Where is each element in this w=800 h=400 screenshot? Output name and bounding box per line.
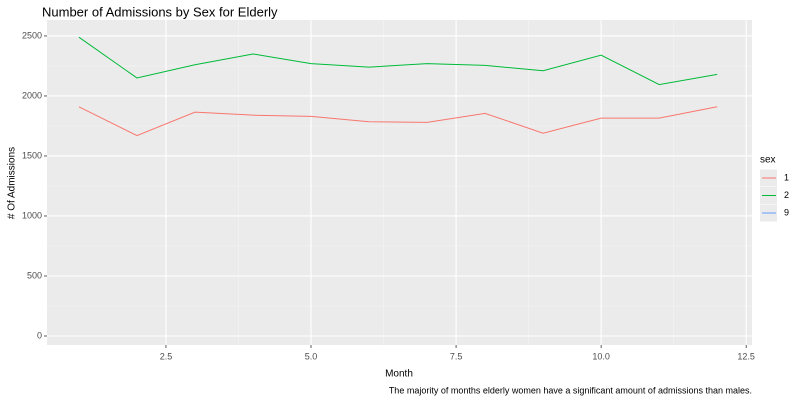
chart-title: Number of Admissions by Sex for Elderly bbox=[42, 4, 278, 19]
legend-label: 2 bbox=[784, 190, 789, 200]
series-line bbox=[78, 106, 718, 137]
x-tick-label: 7.5 bbox=[450, 351, 463, 361]
plot-panel bbox=[47, 20, 752, 345]
y-tick-label: 1000 bbox=[22, 210, 42, 220]
x-tick-label: 12.5 bbox=[737, 351, 755, 361]
y-tick-label: 2500 bbox=[22, 30, 42, 40]
y-tick-label: 2000 bbox=[22, 90, 42, 100]
x-axis-title: Month bbox=[385, 369, 413, 380]
x-tick-label: 5.0 bbox=[305, 351, 318, 361]
y-tick-label: 500 bbox=[27, 270, 42, 280]
x-tick-label: 10.0 bbox=[592, 351, 610, 361]
legend-title: sex bbox=[760, 155, 776, 166]
y-tick-label: 1500 bbox=[22, 150, 42, 160]
legend-label: 9 bbox=[784, 207, 789, 217]
series-line bbox=[78, 36, 718, 86]
legend-label: 1 bbox=[784, 172, 789, 182]
y-axis-title: # Of Admissions bbox=[7, 147, 18, 219]
x-tick-label: 2.5 bbox=[160, 351, 173, 361]
caption: The majority of months elderly women hav… bbox=[389, 385, 752, 395]
y-tick-label: 0 bbox=[37, 330, 42, 340]
